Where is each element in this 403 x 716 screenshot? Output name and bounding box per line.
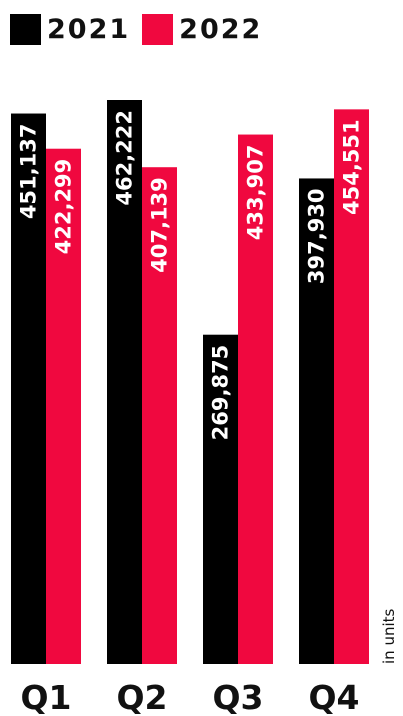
x-tick-label-q3: Q3 (212, 678, 263, 716)
legend-swatch-2021 (10, 14, 41, 45)
bar-2022-q3 (238, 134, 273, 665)
data-label-2021-q2: 462,222 (113, 110, 137, 206)
data-label-2021-q3: 269,875 (209, 345, 233, 441)
legend-label-2021: 2021 (47, 14, 131, 45)
data-label-2022-q1: 422,299 (52, 159, 76, 255)
bar-2022-q4 (334, 109, 369, 664)
data-label-2022-q2: 407,139 (148, 177, 172, 273)
units-label: in units (380, 608, 398, 664)
data-label-2022-q3: 433,907 (244, 145, 268, 241)
x-tick-label-q4: Q4 (308, 678, 359, 716)
legend-swatch-2022 (142, 14, 174, 45)
x-tick-label-q2: Q2 (116, 678, 167, 716)
bar-2021-q4 (299, 178, 334, 664)
data-label-2022-q4: 454,551 (340, 119, 364, 215)
data-label-2021-q1: 451,137 (17, 124, 41, 220)
bar-2021-q1 (11, 113, 46, 665)
legend-item-2022: 2022 (142, 14, 262, 45)
bar-2022-q2 (142, 167, 177, 664)
x-tick-label-q1: Q1 (20, 678, 71, 716)
bar-2021-q2 (107, 100, 142, 664)
data-label-2021-q4: 397,930 (305, 188, 329, 284)
legend-item-2021: 2021 (10, 14, 130, 45)
bar-2021-q3 (203, 334, 238, 664)
bar-2022-q1 (46, 148, 81, 665)
legend-label-2022: 2022 (179, 14, 263, 45)
legend: 2021 2022 (10, 14, 274, 45)
